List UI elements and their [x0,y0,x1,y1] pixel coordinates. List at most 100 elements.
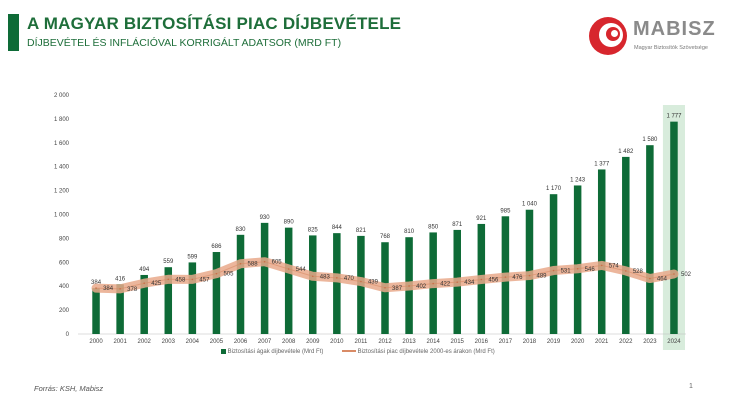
line-value-label: 387 [392,286,403,292]
x-tick-label: 2009 [306,339,320,345]
line-value-label: 489 [537,274,548,280]
y-tick-label: 2 000 [54,93,70,99]
line-value-label: 384 [103,286,114,292]
x-tick-label: 2006 [234,339,248,345]
bar [549,194,558,334]
logo-tagline: Magyar Biztosítók Szövetsége [634,45,708,51]
y-tick-label: 200 [59,308,70,314]
line-value-label: 505 [223,272,234,278]
bar-value-label: 686 [211,244,222,250]
bar [140,274,148,334]
x-tick-label: 2015 [451,339,465,345]
legend-bar-swatch [221,348,226,354]
bar-value-label: 850 [428,224,439,230]
bar-value-label: 559 [163,259,174,265]
line-value-label: 456 [488,278,499,284]
x-tick-label: 2012 [378,339,392,345]
x-tick-label: 2002 [138,339,152,345]
line-value-label: 605 [272,260,283,266]
title-accent-bar [8,14,19,51]
page-title: A MAGYAR BIZTOSÍTÁSI PIAC DÍJBEVÉTELE [27,14,402,33]
bar [116,284,124,334]
x-tick-label: 2001 [113,339,127,345]
line-value-label: 483 [320,274,331,280]
bar [188,262,197,334]
bar [212,252,221,334]
bar-value-label: 930 [260,215,271,221]
page-subtitle: DÍJBEVÉTEL ÉS INFLÁCIÓVAL KORRIGÁLT ADAT… [27,37,342,49]
line-point [456,281,459,283]
source-note: Forrás: KSH, Mabisz [34,384,104,393]
bar-value-label: 821 [356,228,367,234]
x-tick-label: 2024 [667,339,681,345]
line-point [336,277,338,279]
line-value-label: 439 [368,280,379,286]
y-tick-label: 800 [59,236,70,242]
line-point [673,273,675,275]
bar-value-label: 1 377 [594,161,610,167]
line-point [287,268,290,270]
line-point [263,260,266,263]
bar-value-label: 1 482 [618,149,634,155]
bar-value-label: 921 [476,216,487,222]
x-tick-label: 2023 [643,339,657,345]
line-value-label: 528 [633,269,644,275]
line-point [167,278,170,281]
x-tick-label: 2019 [547,339,561,345]
y-tick-label: 1 800 [54,117,70,123]
y-tick-label: 1 000 [54,213,70,219]
x-tick-label: 2022 [619,339,633,345]
legend-line-entry: Biztosítási piac díjbevétele 2000-es ára… [342,348,495,356]
x-tick-label: 2011 [354,339,368,345]
line-point [384,286,386,289]
bar [646,145,654,334]
line-point [480,278,483,281]
bar-value-label: 985 [500,208,511,214]
line-value-label: 434 [464,280,475,286]
bar-value-label: 1 040 [522,202,538,208]
line-value-label: 378 [127,287,138,293]
line-point [360,280,362,283]
line-value-label: 422 [440,282,451,288]
line-value-label: 546 [585,267,596,273]
bar-value-label: 871 [452,222,463,228]
bar-value-label: 768 [380,234,391,240]
bar-value-label: 416 [115,276,126,282]
line-value-label: 588 [248,262,259,268]
bar-value-label: 1 777 [666,114,682,120]
x-tick-label: 2018 [523,339,537,345]
line-value-label: 544 [296,267,307,273]
bar [236,234,245,334]
bar [284,227,293,334]
line-point [215,272,218,275]
line-value-label: 531 [561,269,572,275]
bar [92,288,100,334]
bar [260,222,269,334]
bar [573,185,582,334]
bar-value-label: 844 [332,225,343,231]
mabisz-logo-mark-icon [589,17,627,55]
line-value-label: 457 [199,277,210,283]
legend-line-label: Biztosítási piac díjbevétele 2000-es ára… [357,349,495,355]
logo-wordmark: MABISZ [633,18,716,40]
line-point [432,282,434,285]
line-point [408,285,410,287]
bar-value-label: 494 [139,267,150,273]
y-tick-label: 1 200 [54,189,70,195]
y-tick-label: 1 600 [54,141,70,147]
x-tick-label: 2007 [258,339,272,345]
line-point [552,269,555,272]
line-value-label: 425 [151,281,162,287]
x-tick-label: 2021 [595,339,609,345]
x-tick-label: 2004 [186,339,200,345]
line-point [576,267,579,270]
bar [164,267,173,334]
x-tick-label: 2005 [210,339,224,345]
legend-line-swatch [342,350,356,353]
legend-bar-label: Biztosítási ágak díjbevétele (Mrd Ft) [227,349,324,355]
line-point [649,277,651,280]
bar-value-label: 384 [91,280,102,286]
x-tick-label: 2003 [162,339,176,345]
y-tick-label: 400 [59,284,70,290]
